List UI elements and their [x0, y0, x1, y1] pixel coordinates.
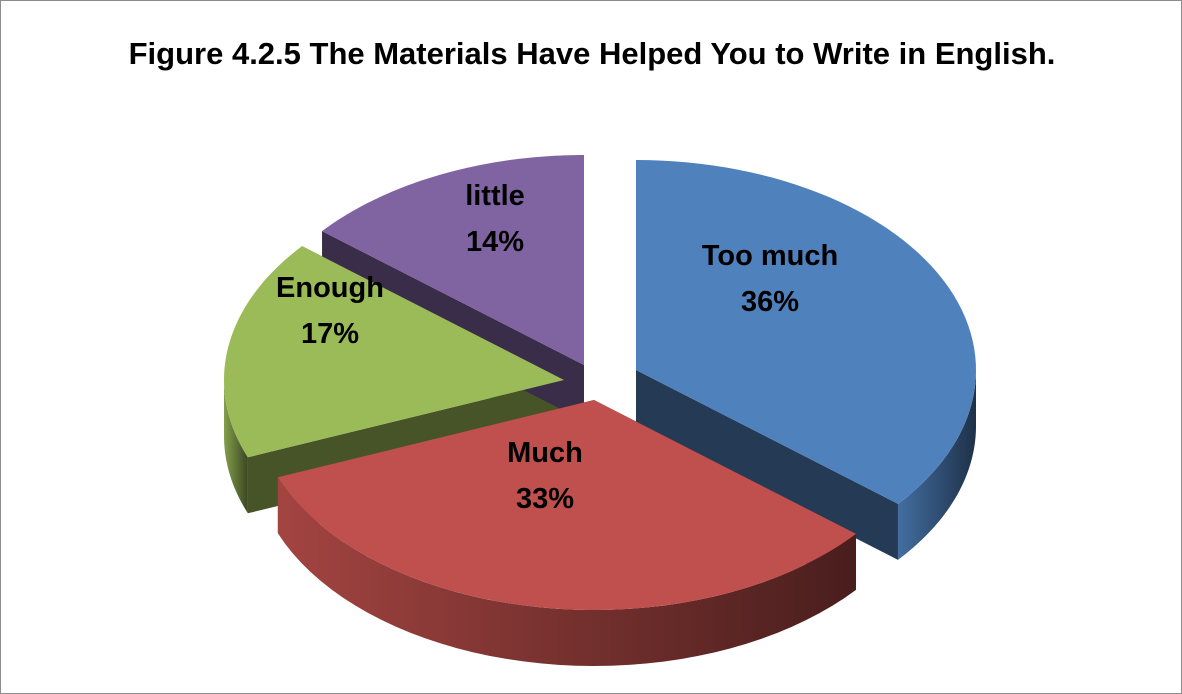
data-label-little-name: little — [465, 180, 525, 212]
data-label-much-name: Much — [507, 437, 583, 469]
pie-slice-side-face — [636, 370, 898, 560]
pie-slice-enough — [224, 246, 564, 458]
pie-slice-much — [277, 400, 856, 610]
chart-title: Figure 4.2.5 The Materials Have Helped Y… — [128, 36, 1056, 71]
pie-slice-tops — [224, 155, 976, 610]
pie-slice-wall-too-much — [897, 370, 976, 560]
pie-slice-wall-much — [277, 477, 856, 666]
pie-slice-too-much — [636, 160, 976, 504]
data-label-much-percent: 33% — [516, 483, 574, 515]
pie-slice-little — [322, 155, 584, 365]
data-label-enough-name: Enough — [276, 272, 384, 304]
data-label-little-percent: 14% — [466, 226, 524, 258]
pie-slice-wall-enough — [224, 380, 248, 514]
data-label-too-much-name: Too much — [702, 240, 838, 272]
data-label-enough-percent: 17% — [301, 318, 359, 350]
data-label-too-much-percent: 36% — [741, 286, 799, 318]
pie-data-labels: Too much 36% Much 33% Enough 17% little 14% — [276, 180, 838, 515]
